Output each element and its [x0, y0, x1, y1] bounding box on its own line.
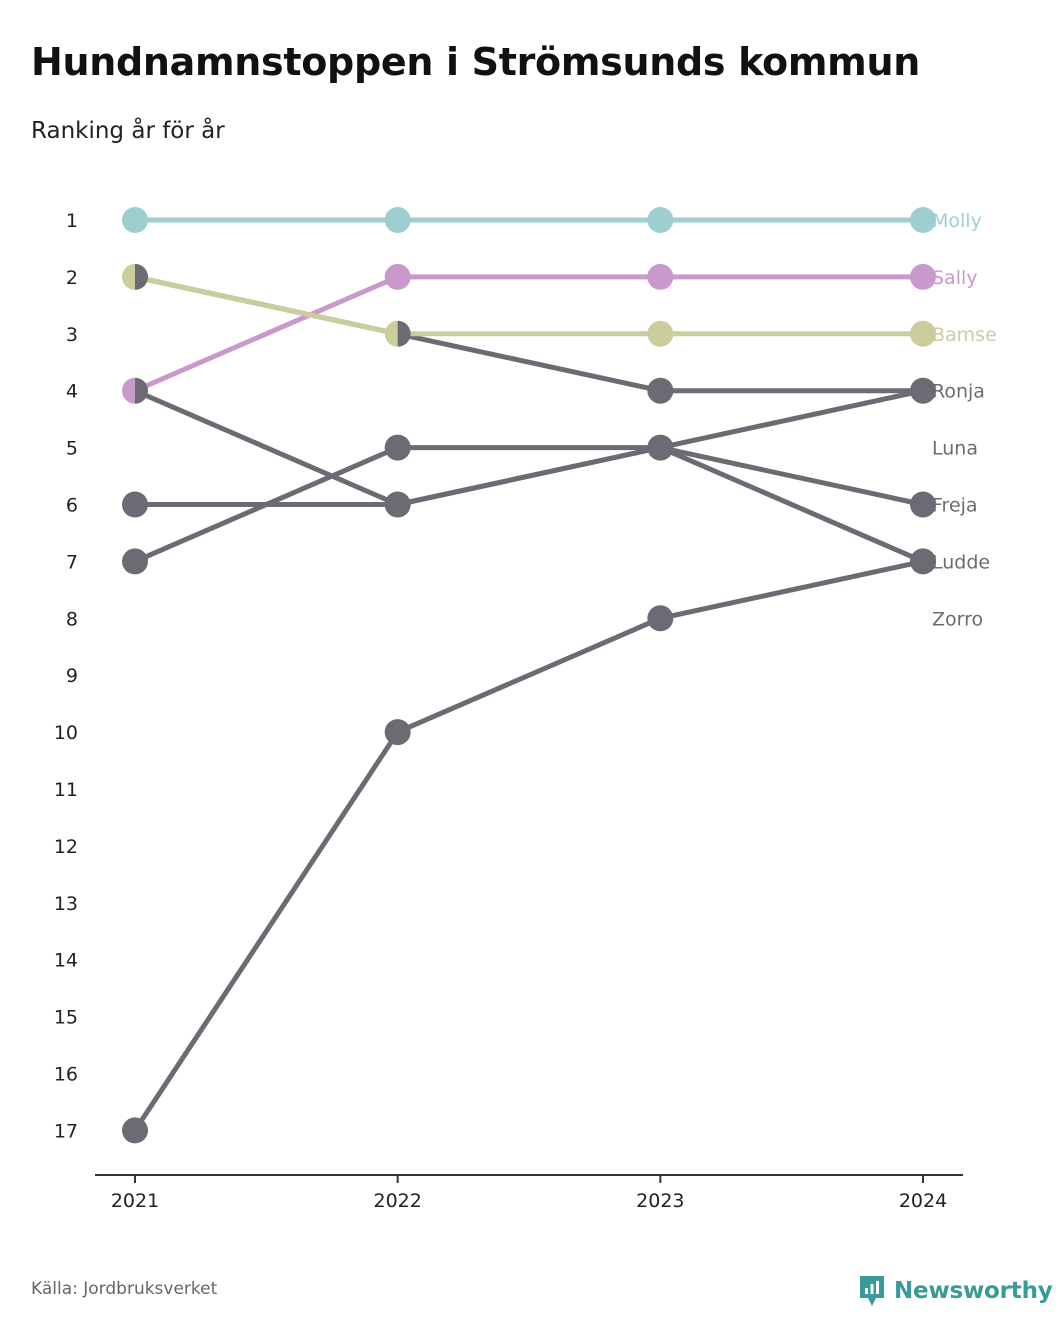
- series-label-luna: Luna: [932, 438, 978, 460]
- data-point-luna: [122, 548, 148, 575]
- data-point-bamse: [647, 320, 674, 347]
- data-point-sally: [647, 263, 674, 290]
- series-line-zorro: [132, 558, 926, 1133]
- data-point-sally: [384, 263, 411, 290]
- x-tick-label: 2022: [373, 1190, 421, 1212]
- data-point-zorro: [122, 1117, 148, 1144]
- data-point-molly: [122, 207, 148, 233]
- series-label-molly: Molly: [932, 210, 982, 232]
- y-tick-label: 8: [66, 608, 78, 630]
- data-point-shared: [384, 491, 411, 518]
- data-point-luna: [384, 434, 411, 461]
- data-point-sally: [910, 263, 936, 290]
- y-tick-label: 5: [66, 438, 78, 460]
- x-tick-label: 2024: [899, 1190, 947, 1212]
- data-point-shared: [910, 377, 936, 404]
- series-label-sally: Sally: [932, 267, 978, 289]
- x-tick-label: 2023: [636, 1190, 684, 1212]
- series-label-bamse: Bamse: [932, 324, 997, 346]
- series-line-sally: [132, 274, 926, 394]
- data-point-zorro: [384, 719, 411, 746]
- y-tick-label: 3: [66, 324, 78, 346]
- data-point-zorro: [647, 605, 674, 632]
- y-tick-label: 6: [66, 495, 78, 517]
- series-label-ronja: Ronja: [932, 381, 985, 403]
- data-point-ronja: [647, 377, 674, 404]
- data-point-shared: [384, 320, 411, 347]
- y-tick-label: 7: [66, 551, 78, 573]
- x-axis-ticks: 2021 2022 2023 2024: [111, 1175, 947, 1212]
- y-tick-label: 15: [54, 1007, 78, 1029]
- data-point-molly: [384, 207, 411, 233]
- x-tick-label: 2021: [111, 1190, 159, 1212]
- brand-logo: Newsworthy: [858, 1273, 1053, 1309]
- y-tick-label: 4: [66, 381, 78, 403]
- series-label-ludde: Ludde: [932, 551, 990, 573]
- data-point-shared: [122, 377, 148, 404]
- data-point-shared: [647, 434, 674, 461]
- data-point-molly: [910, 207, 936, 233]
- brand-name: Newsworthy: [894, 1278, 1053, 1304]
- y-tick-label: 14: [54, 950, 78, 972]
- y-tick-label: 17: [54, 1120, 78, 1142]
- data-point-shared: [122, 263, 148, 290]
- series-lines: [132, 217, 926, 1133]
- data-point-molly: [647, 207, 674, 233]
- y-tick-label: 11: [54, 779, 78, 801]
- y-tick-label: 12: [54, 836, 78, 858]
- source-note: Källa: Jordbruksverket: [31, 1279, 218, 1299]
- data-point-freja: [910, 491, 936, 518]
- series-label-zorro: Zorro: [932, 608, 983, 630]
- y-tick-label: 13: [54, 893, 78, 915]
- newsworthy-logo-icon: [860, 1276, 884, 1306]
- y-tick-label: 2: [66, 267, 78, 289]
- series-line-ludde: [132, 388, 926, 564]
- chart-title: Hundnamnstoppen i Strömsunds kommun: [31, 40, 920, 84]
- series-line-bamse: [132, 274, 926, 337]
- data-point-bamse: [910, 320, 936, 347]
- y-tick-label: 16: [54, 1064, 78, 1086]
- y-tick-label: 9: [66, 665, 78, 687]
- series-label-freja: Freja: [932, 495, 978, 517]
- y-tick-label: 1: [66, 210, 78, 232]
- data-point-shared: [910, 548, 936, 575]
- chart-subtitle: Ranking år för år: [31, 118, 225, 144]
- y-tick-label: 10: [54, 722, 78, 744]
- series-points: [122, 207, 936, 1144]
- series-end-labels: Molly Sally Bamse Ronja Luna Freja Ludde Zorro: [932, 210, 997, 630]
- data-point-freja: [122, 491, 148, 518]
